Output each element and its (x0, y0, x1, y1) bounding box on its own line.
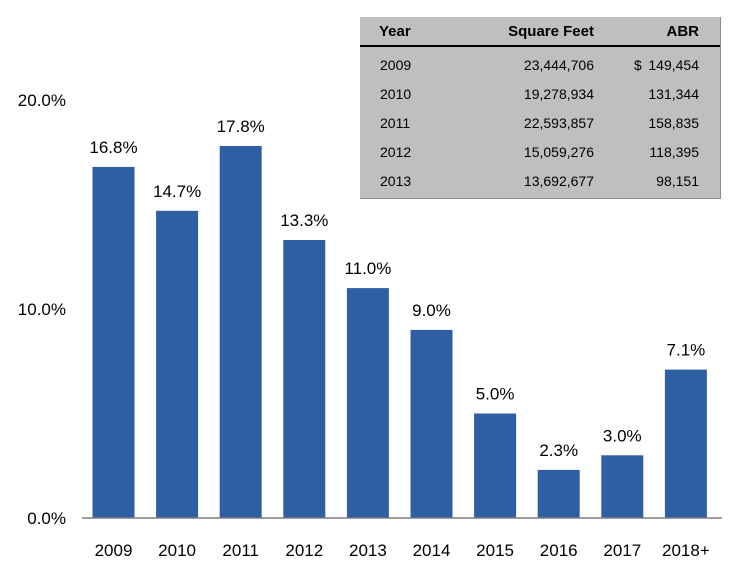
data-label-2015: 5.0% (476, 385, 515, 404)
bars-group (92, 146, 707, 519)
header-abr: ABR (666, 23, 700, 40)
y-tick-0: 0.0% (27, 509, 66, 528)
data-label-2016: 2.3% (539, 441, 578, 460)
data-label-2010: 14.7% (153, 182, 201, 201)
x-tick-2013: 2013 (349, 541, 387, 560)
x-tick-2015: 2015 (476, 541, 514, 560)
table-row: 2010 19,278,934 131,344 (360, 80, 720, 109)
bar-2011 (219, 146, 262, 518)
data-label-2012: 13.3% (280, 211, 328, 230)
cell-year: 2011 (380, 115, 411, 131)
data-label-2018+: 7.1% (667, 341, 706, 360)
x-tick-labels-group: 2009 2010 2011 2012 2013 2014 2015 2016 2017 2018… (95, 541, 710, 560)
bar-2016 (537, 469, 580, 518)
header-year: Year (379, 23, 411, 40)
bar-2018+ (664, 369, 707, 518)
x-tick-2010: 2010 (158, 541, 196, 560)
x-tick-2017: 2017 (603, 541, 641, 560)
data-label-2011: 17.8% (217, 117, 265, 136)
data-label-2017: 3.0% (603, 426, 642, 445)
cell-square-feet: 19,278,934 (523, 86, 594, 102)
cell-year: 2013 (380, 173, 412, 189)
table-header-row: Year Square Feet ABR (360, 17, 720, 47)
y-tick-2: 20.0% (18, 91, 66, 110)
bar-2012 (283, 240, 326, 518)
x-tick-2014: 2014 (413, 541, 451, 560)
table-row: 2011 22,593,857 158,835 (360, 109, 720, 138)
cell-square-feet: 13,692,677 (523, 173, 594, 189)
table-row: 2012 15,059,276 118,395 (360, 138, 720, 167)
cell-year: 2012 (380, 144, 412, 160)
bar-2013 (346, 288, 389, 518)
y-tick-labels-group: 0.0% 10.0% 20.0% (18, 91, 66, 528)
x-tick-2016: 2016 (540, 541, 578, 560)
cell-square-feet: 15,059,276 (523, 144, 594, 160)
x-tick-2018+: 2018+ (662, 541, 710, 560)
x-tick-2009: 2009 (95, 541, 133, 560)
cell-square-feet: 23,444,706 (523, 57, 594, 73)
y-tick-1: 10.0% (18, 300, 66, 319)
table-row: 2009 23,444,706 $ 149,454 (360, 51, 720, 80)
cell-year: 2009 (380, 57, 412, 73)
cell-square-feet: 22,593,857 (523, 115, 594, 131)
x-tick-2012: 2012 (285, 541, 323, 560)
data-label-2014: 9.0% (412, 301, 451, 320)
cell-abr: 118,395 (649, 144, 699, 160)
cell-dollar-sign: $ (634, 57, 642, 73)
cell-abr: 149,454 (648, 57, 699, 73)
data-label-2013: 11.0% (344, 259, 391, 278)
bar-2017 (601, 455, 644, 518)
cell-abr: 158,835 (648, 115, 699, 131)
bar-2014 (410, 329, 453, 518)
table-row: 2013 13,692,677 98,151 (360, 167, 720, 196)
data-labels-group: 16.8% 14.7% 17.8% 13.3% 11.0% 9.0% 5.0% 2.3% 3.0… (89, 117, 705, 460)
x-tick-2011: 2011 (222, 541, 259, 560)
lease-expiration-table: Year Square Feet ABR 2009 23,444,706 $ 1… (360, 17, 721, 199)
cell-abr: 98,151 (656, 173, 699, 189)
bar-2009 (92, 166, 135, 518)
cell-abr: 131,344 (648, 86, 699, 102)
bar-2010 (156, 210, 199, 519)
data-label-2009: 16.8% (89, 138, 137, 157)
cell-year: 2010 (380, 86, 412, 102)
bar-2015 (474, 413, 517, 518)
header-square-feet: Square Feet (508, 23, 594, 40)
